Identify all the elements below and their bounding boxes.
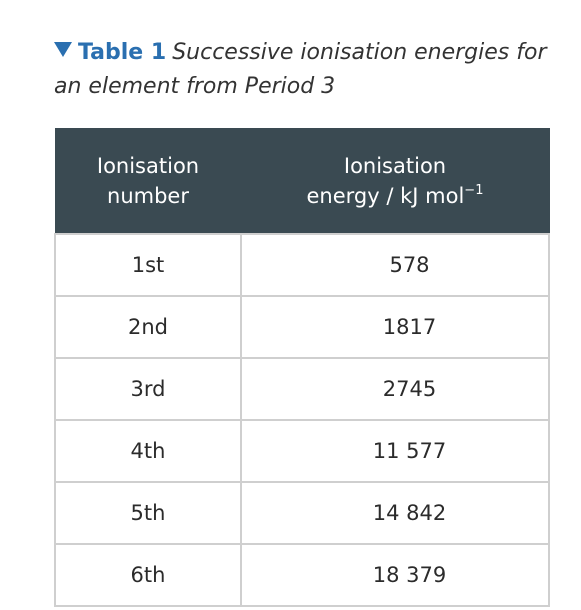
header-line1: Ionisation [343, 154, 447, 178]
table-row: 3rd 2745 [54, 357, 550, 421]
header-line1: Ionisation [96, 154, 200, 178]
ionisation-energy-cell: 1817 [240, 295, 550, 359]
ionisation-energy-cell: 14 842 [240, 481, 550, 545]
ionisation-number-cell: 6th [54, 543, 242, 607]
header-superscript: −1 [464, 183, 484, 198]
ionisation-number-cell: 5th [54, 481, 242, 545]
ionisation-energy-cell: 18 379 [240, 543, 550, 607]
triangle-down-icon [54, 42, 72, 57]
table-row: 1st 578 [54, 233, 550, 297]
table-row: 5th 14 842 [54, 481, 550, 545]
header-line2: number [107, 184, 189, 208]
ionisation-energy-cell: 578 [240, 233, 550, 297]
ionisation-number-cell: 2nd [54, 295, 242, 359]
caption-text: Successive ionisation energies for an el… [54, 40, 547, 99]
header-ionisation-number: Ionisation number [54, 128, 242, 235]
table-row: 2nd 1817 [54, 295, 550, 359]
ionisation-number-cell: 1st [54, 233, 242, 297]
table-row: 6th 18 379 [54, 543, 550, 607]
table-caption: Table 1 Successive ionisation energies fo… [54, 36, 554, 104]
ionisation-energy-table: Ionisation number Ionisation energy / kJ… [54, 128, 550, 607]
ionisation-number-cell: 3rd [54, 357, 242, 421]
header-ionisation-energy: Ionisation energy / kJ mol−1 [240, 128, 550, 235]
caption-label: Table 1 [78, 40, 167, 65]
ionisation-energy-cell: 2745 [240, 357, 550, 421]
ionisation-energy-cell: 11 577 [240, 419, 550, 483]
table-header-row: Ionisation number Ionisation energy / kJ… [54, 128, 550, 235]
header-line2: energy / kJ mol [306, 184, 465, 208]
ionisation-number-cell: 4th [54, 419, 242, 483]
table-row: 4th 11 577 [54, 419, 550, 483]
